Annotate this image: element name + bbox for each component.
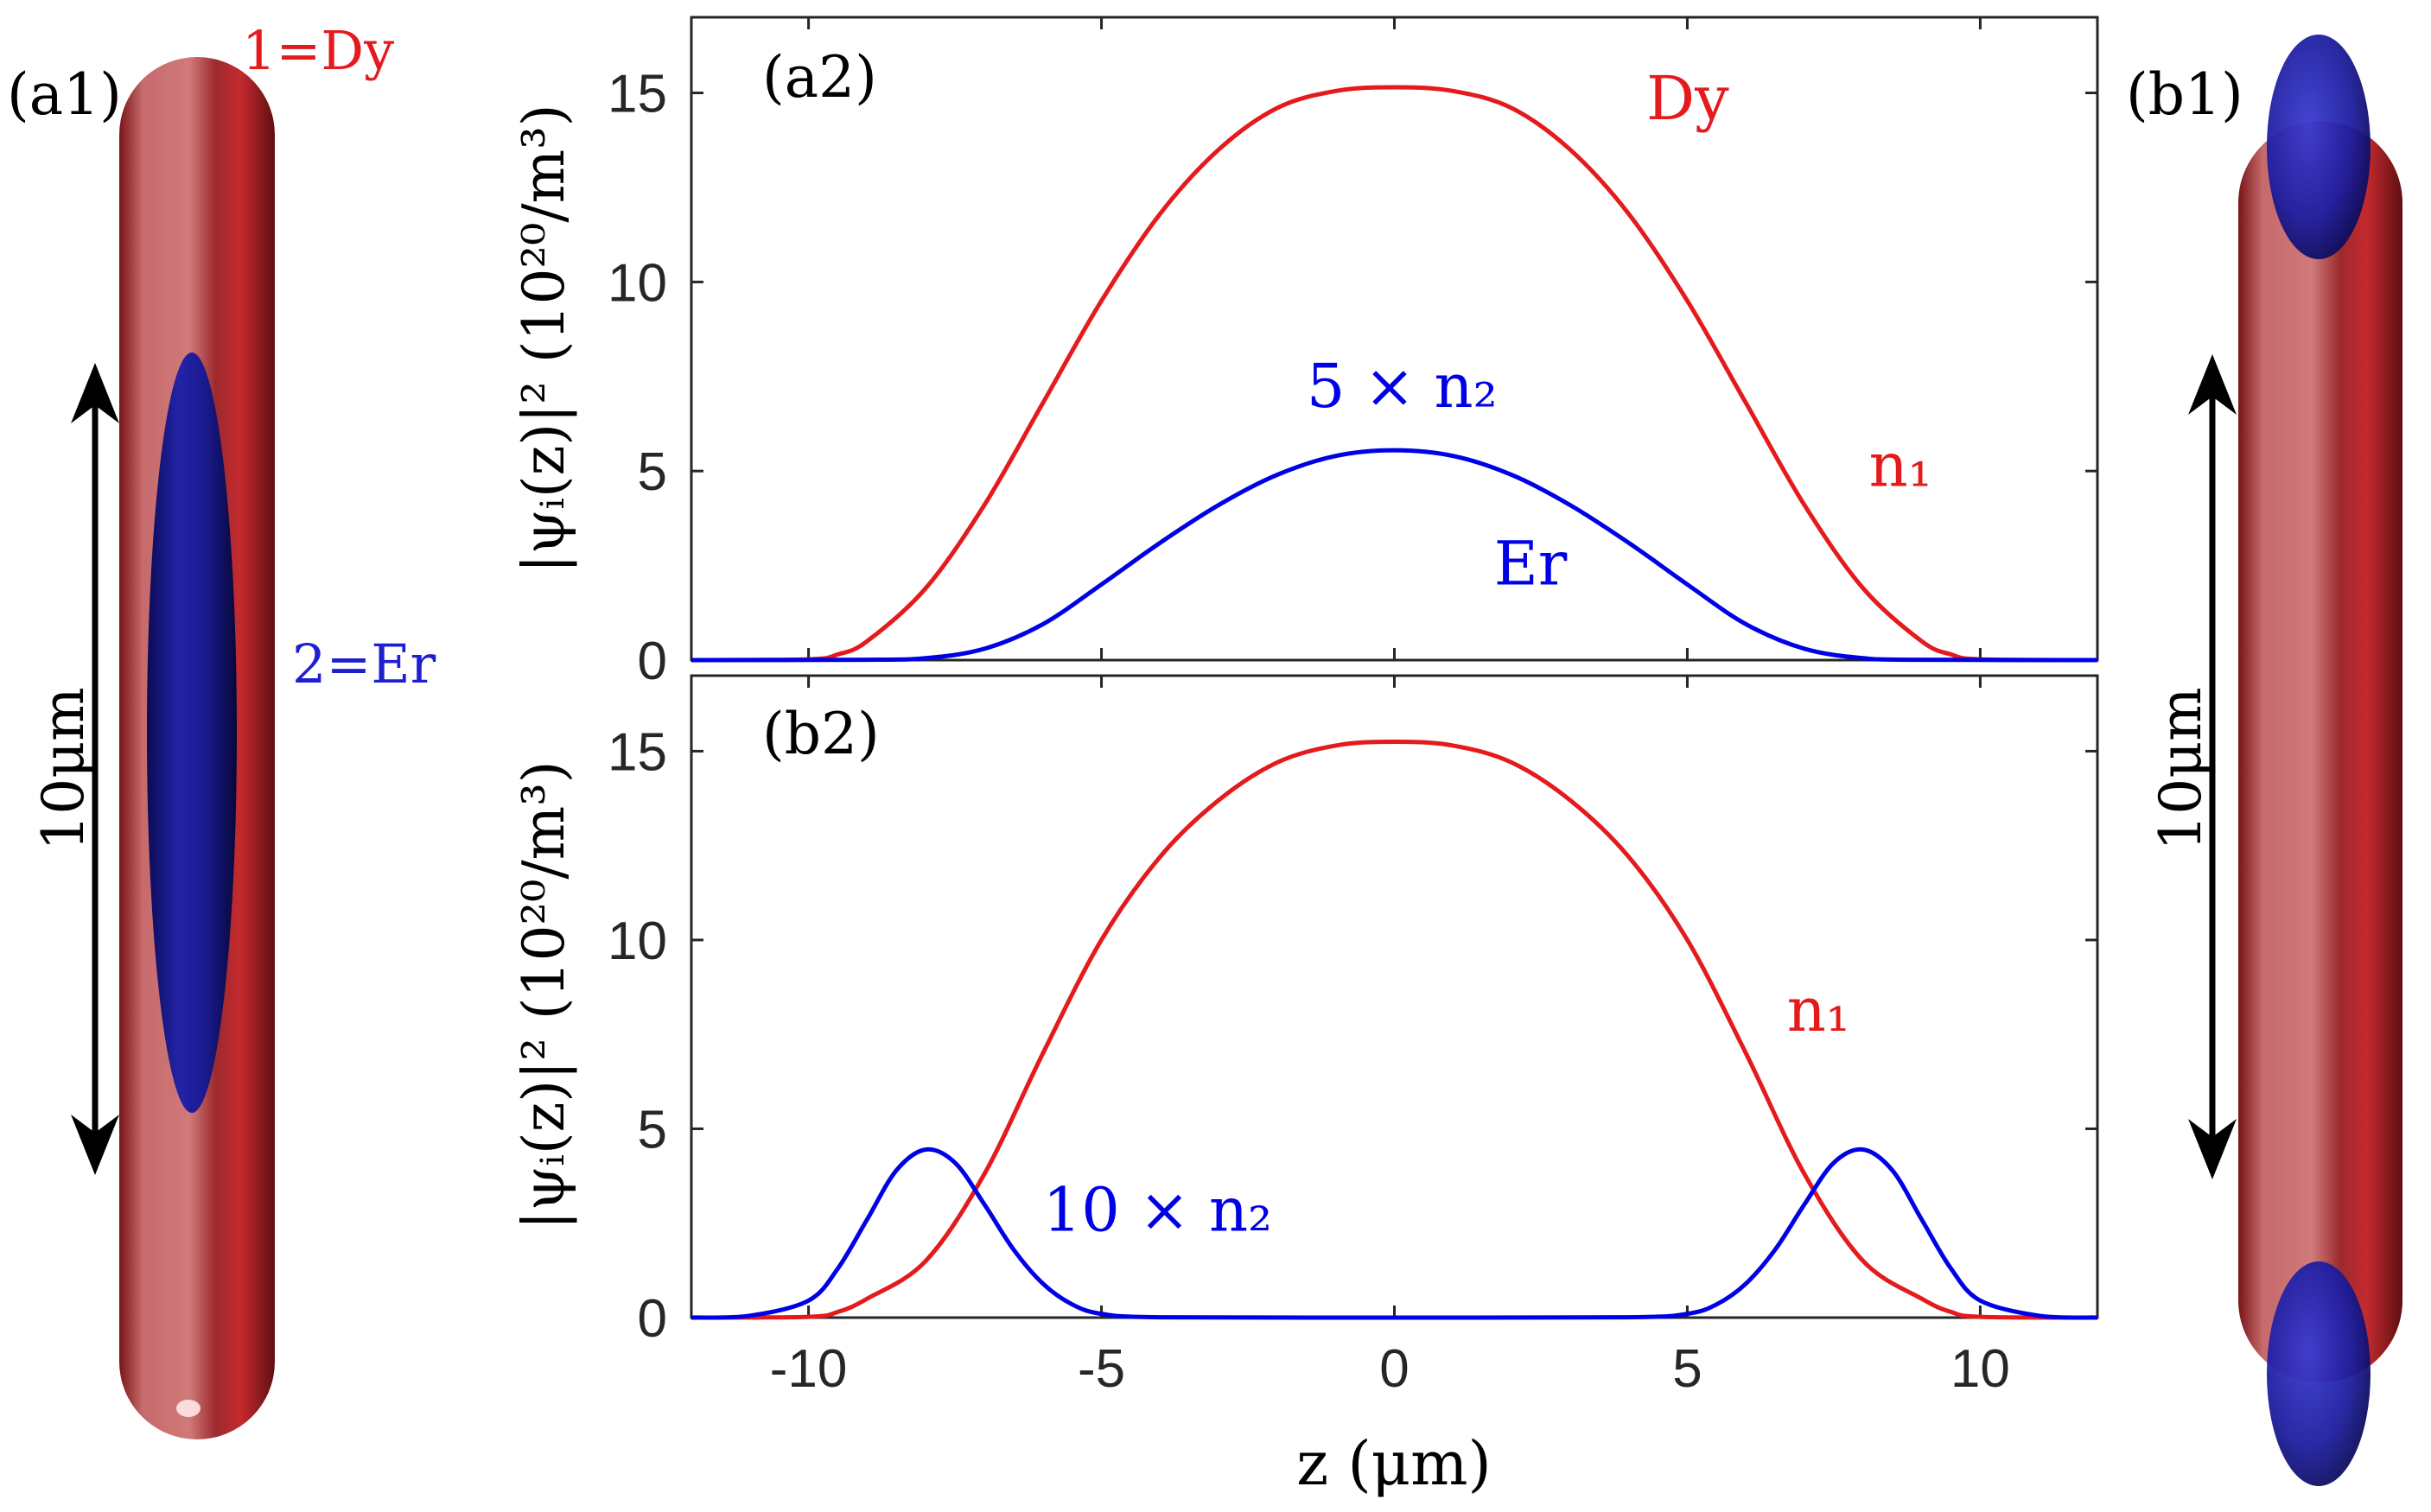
series-line-a2-1 (690, 448, 2098, 663)
series-line-b2-1 (690, 1147, 2098, 1320)
x-tick-label-b2-0: -10 (770, 1339, 848, 1399)
dy-density-isosurface-b1 (2238, 121, 2402, 1382)
y-tick-label-a2-0: 0 (638, 632, 667, 691)
species1-label: 1=Dy (242, 19, 394, 82)
annotation-b2-1: 10 × n₂ (1043, 1174, 1272, 1245)
annotation-a2-3: Er (1494, 528, 1568, 599)
annotations-b2: n₁ 10 × n₂ (1043, 975, 1850, 1246)
series-b2 (690, 740, 2098, 1320)
plot-frame-a2 (690, 16, 2099, 662)
x-tick-label-b2-4: 10 (1951, 1339, 2010, 1399)
panel-b1-label: (b1) (2126, 61, 2243, 128)
er-top-droplet (2267, 35, 2371, 259)
plot-frame-b2 (690, 674, 2099, 1319)
y-axis-label-b2: |ψᵢ(z)|² (10²⁰/m³) (511, 761, 577, 1230)
scale-label-b1: 10μm (2148, 687, 2214, 850)
er-density-isosurface (147, 353, 237, 1113)
y-tick-label-a2-2: 10 (608, 253, 667, 313)
x-axis-label: z (μm) (1296, 1428, 1492, 1499)
x-tick-labels-b2: -10 -5 0 5 10 (770, 1339, 2010, 1399)
x-tick-label-b2-2: 0 (1379, 1339, 1409, 1399)
annotation-a2-1: n₁ (1869, 430, 1932, 501)
y-tick-label-b2-2: 10 (608, 912, 667, 971)
series-line-b2-0 (690, 740, 2098, 1320)
annotations-a2: Dy n₁ 5 × n₂ Er (1307, 63, 1932, 599)
panel-b2-axes: 0 5 10 15 -10 -5 0 5 10 n₁ 10 × n₂ (b2) |ψᵢ(z)|²… (511, 674, 2099, 1399)
annotation-a2-2: 5 × n₂ (1307, 351, 1498, 422)
y-tick-label-b2-1: 5 (638, 1100, 667, 1159)
x-tick-label-b2-3: 5 (1672, 1339, 1702, 1399)
panel-a1-label: (a1) (7, 61, 122, 128)
scale-label-a1: 10μm (30, 687, 97, 850)
panel-a1: (a1) 1=Dy 2=Er 10μm (7, 19, 436, 1439)
x-tick-label-b2-1: -5 (1078, 1339, 1125, 1399)
annotation-a2-0: Dy (1646, 63, 1729, 134)
series-line-a2-0 (690, 85, 2098, 663)
y-tick-label-b2-3: 15 (608, 722, 667, 782)
y-tick-label-a2-1: 5 (638, 442, 667, 502)
panel-b1: (b1) 10μm (2126, 35, 2402, 1486)
y-axis-label-a2: |ψᵢ(z)|² (10²⁰/m³) (511, 105, 577, 574)
panel-a2-label: (a2) (762, 44, 877, 111)
annotation-b2-0: n₁ (1787, 975, 1850, 1045)
y-tick-labels-a2: 0 5 10 15 (608, 65, 667, 691)
y-tick-labels-b2: 0 5 10 15 (608, 722, 667, 1349)
panel-a2-axes: 0 5 10 15 Dy n₁ 5 × n₂ Er (a2) |ψᵢ(z)|² (10²⁰/… (511, 16, 2099, 691)
panel-b2-label: (b2) (762, 701, 880, 767)
er-bottom-droplet (2267, 1261, 2371, 1486)
dy-highlight (176, 1400, 200, 1417)
series-a2 (690, 85, 2098, 663)
y-tick-label-b2-0: 0 (638, 1289, 667, 1349)
y-tick-label-a2-3: 15 (608, 65, 667, 124)
species2-label: 2=Er (292, 632, 436, 696)
